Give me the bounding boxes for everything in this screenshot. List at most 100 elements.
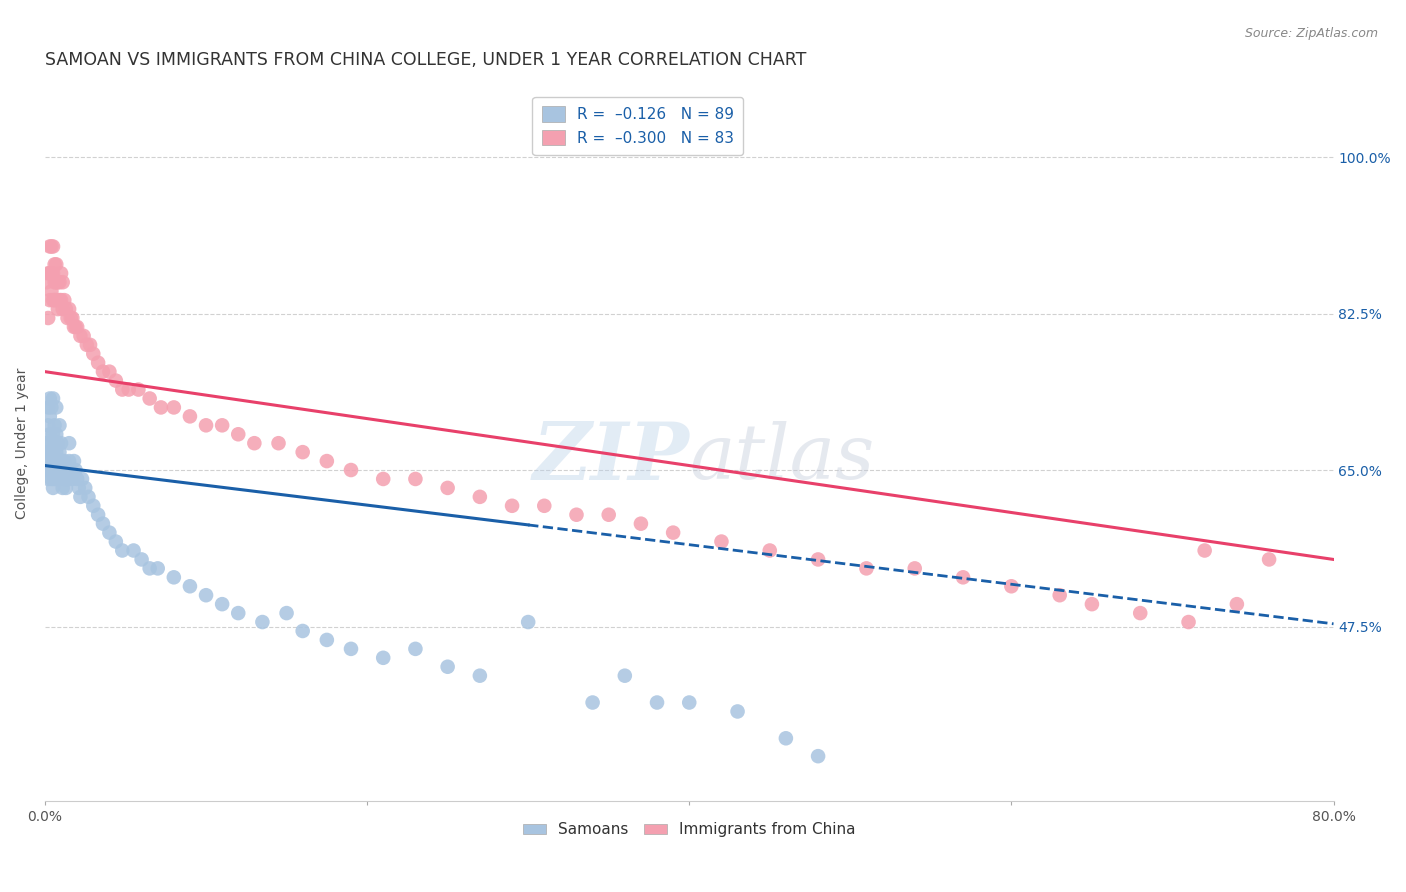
Point [52, 454, 75, 468]
Point [468, 490, 491, 504]
Point [45, 257, 67, 271]
Point [38, 445, 60, 459]
Point [41, 454, 63, 468]
Point [42, 445, 65, 459]
Point [211, 418, 233, 433]
Point [598, 508, 620, 522]
Point [37, 454, 59, 468]
Point [91, 516, 114, 531]
Point [35, 275, 58, 289]
Point [146, 561, 169, 575]
Point [49, 266, 72, 280]
Point [48, 275, 70, 289]
Point [38, 409, 60, 424]
Point [56, 311, 79, 326]
Point [59, 311, 82, 326]
Point [63, 454, 86, 468]
Point [46, 275, 69, 289]
Point [565, 508, 588, 522]
Point [46, 436, 69, 450]
Point [44, 436, 66, 450]
Point [727, 705, 749, 719]
Point [52, 481, 75, 495]
Point [163, 401, 186, 415]
Point [291, 624, 314, 638]
Point [87, 356, 110, 370]
Point [1258, 552, 1281, 566]
Point [678, 696, 700, 710]
Y-axis label: College, Under 1 year: College, Under 1 year [15, 368, 30, 519]
Point [38, 463, 60, 477]
Point [67, 481, 90, 495]
Point [855, 561, 877, 575]
Point [226, 427, 249, 442]
Point [581, 696, 603, 710]
Point [111, 383, 134, 397]
Point [91, 365, 114, 379]
Point [45, 427, 67, 442]
Point [41, 472, 63, 486]
Point [44, 418, 66, 433]
Point [163, 570, 186, 584]
Point [226, 606, 249, 620]
Point [807, 749, 830, 764]
Point [53, 454, 76, 468]
Point [104, 374, 127, 388]
Point [48, 463, 70, 477]
Point [138, 392, 160, 406]
Point [1081, 597, 1104, 611]
Point [118, 383, 141, 397]
Point [404, 641, 426, 656]
Point [340, 463, 363, 477]
Point [75, 481, 97, 495]
Point [44, 293, 66, 307]
Point [41, 401, 63, 415]
Point [58, 436, 80, 450]
Legend: Samoans, Immigrants from China: Samoans, Immigrants from China [517, 816, 862, 843]
Point [66, 320, 89, 334]
Point [1177, 615, 1199, 629]
Point [179, 579, 201, 593]
Point [37, 418, 59, 433]
Point [952, 570, 974, 584]
Point [35, 463, 58, 477]
Point [52, 301, 75, 316]
Point [70, 472, 93, 486]
Point [710, 534, 733, 549]
Point [373, 650, 395, 665]
Point [340, 641, 363, 656]
Point [45, 293, 67, 307]
Point [48, 418, 70, 433]
Point [104, 534, 127, 549]
Text: atlas: atlas [689, 420, 875, 494]
Point [63, 320, 86, 334]
Point [436, 481, 458, 495]
Point [1129, 606, 1152, 620]
Point [138, 561, 160, 575]
Point [87, 508, 110, 522]
Point [243, 436, 266, 450]
Point [42, 481, 65, 495]
Point [662, 525, 685, 540]
Point [1194, 543, 1216, 558]
Point [122, 543, 145, 558]
Point [49, 436, 72, 450]
Point [69, 329, 91, 343]
Point [775, 731, 797, 746]
Point [252, 615, 274, 629]
Point [66, 472, 89, 486]
Point [807, 552, 830, 566]
Point [211, 597, 233, 611]
Point [60, 472, 83, 486]
Point [501, 499, 523, 513]
Point [98, 525, 121, 540]
Point [42, 427, 65, 442]
Point [55, 463, 77, 477]
Point [436, 659, 458, 673]
Point [404, 472, 426, 486]
Point [82, 499, 104, 513]
Point [65, 320, 87, 334]
Point [38, 266, 60, 280]
Point [56, 472, 79, 486]
Point [41, 436, 63, 450]
